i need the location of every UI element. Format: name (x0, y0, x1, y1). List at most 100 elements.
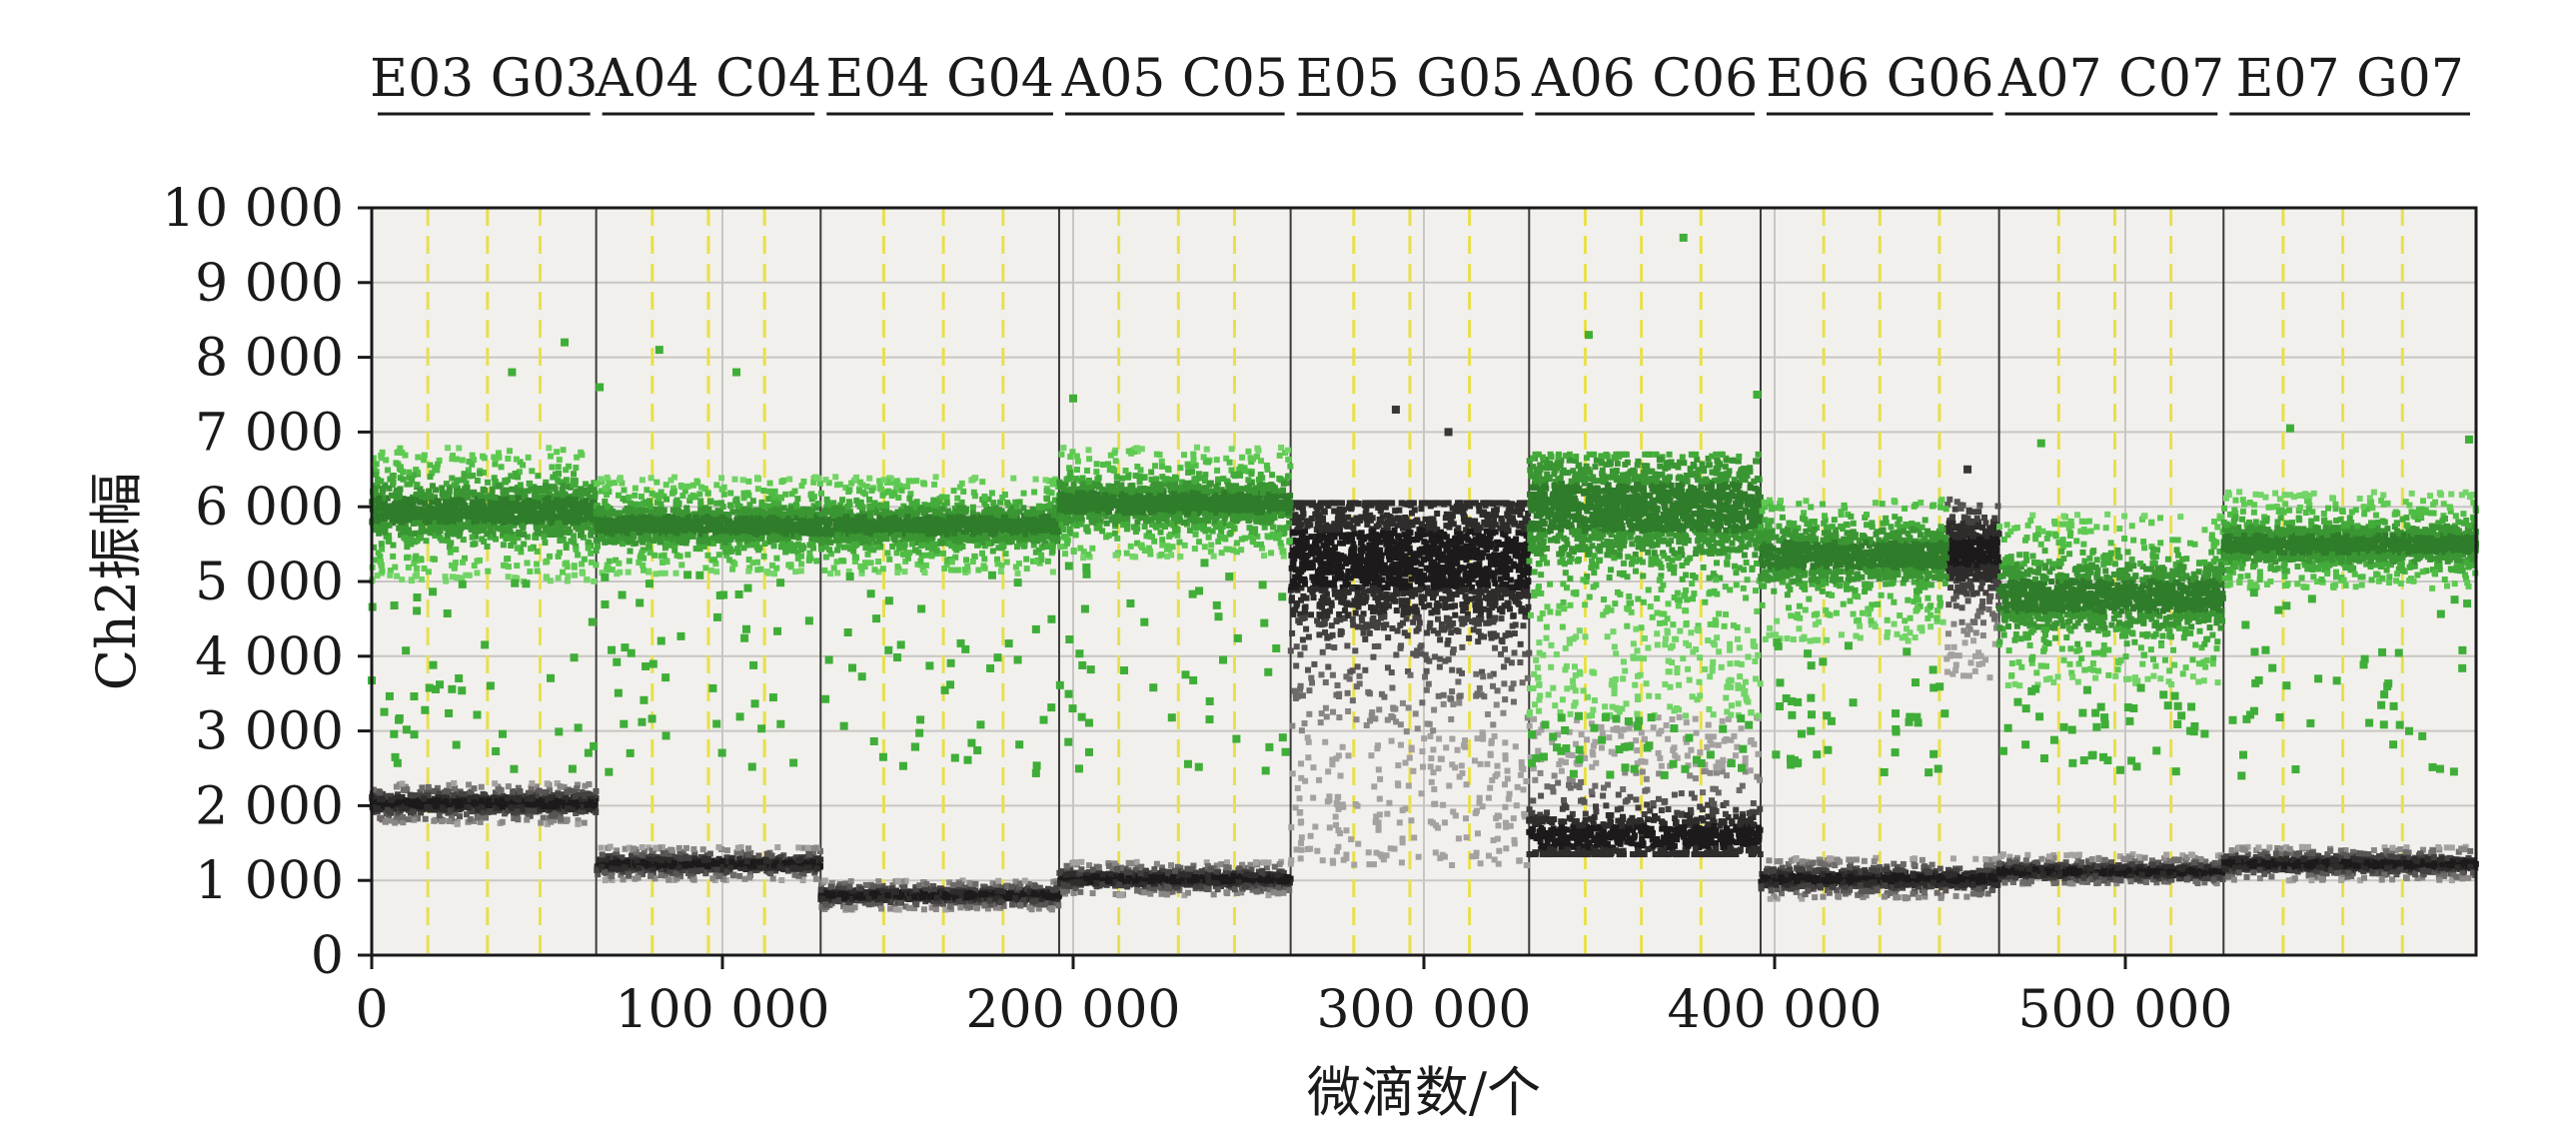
negative-droplet (1223, 864, 1229, 870)
negative-droplet (877, 895, 883, 901)
negative-droplet (931, 887, 937, 893)
negative-droplet (1096, 864, 1102, 870)
negative-droplet (1400, 700, 1406, 706)
negative-droplet (582, 820, 588, 826)
negative-droplet (1077, 880, 1083, 886)
negative-droplet (377, 796, 383, 802)
negative-droplet (736, 873, 742, 879)
negative-droplet (1033, 892, 1039, 898)
negative-droplet (974, 905, 980, 911)
negative-droplet (1377, 540, 1383, 546)
negative-droplet (564, 789, 570, 795)
negative-droplet (828, 884, 834, 890)
negative-droplet (972, 881, 978, 887)
negative-droplet (1496, 822, 1502, 828)
negative-droplet (468, 816, 474, 822)
negative-droplet (1116, 882, 1122, 888)
negative-droplet (875, 878, 881, 884)
negative-droplet (968, 904, 974, 910)
negative-droplet (1449, 736, 1455, 742)
negative-droplet (1077, 889, 1083, 895)
negative-droplet (1179, 871, 1185, 877)
negative-droplet (1386, 800, 1392, 806)
negative-droplet (1436, 735, 1442, 741)
negative-droplet (810, 859, 816, 865)
negative-droplet (1286, 887, 1292, 893)
negative-droplet (1254, 888, 1260, 894)
negative-droplet (1253, 859, 1259, 865)
negative-droplet (1032, 883, 1038, 889)
negative-droplet (1424, 687, 1430, 693)
negative-droplet (964, 891, 970, 897)
negative-droplet (829, 891, 835, 897)
negative-droplet (805, 845, 811, 851)
negative-droplet (1411, 834, 1417, 840)
negative-droplet (1199, 868, 1205, 874)
negative-droplet (1243, 871, 1249, 877)
negative-droplet (1395, 762, 1401, 768)
negative-droplet (1428, 755, 1434, 761)
negative-droplet (898, 892, 904, 898)
negative-droplet (668, 863, 674, 869)
negative-droplet (565, 805, 571, 811)
negative-droplet (609, 865, 615, 871)
negative-droplet (1289, 723, 1295, 729)
negative-droplet (813, 865, 819, 871)
negative-droplet (822, 877, 828, 883)
negative-droplet (1280, 890, 1286, 896)
negative-droplet (1066, 871, 1072, 877)
negative-droplet (1061, 881, 1067, 887)
negative-droplet (621, 876, 627, 882)
negative-droplet (555, 791, 561, 797)
negative-droplet (1455, 747, 1461, 753)
negative-droplet (1208, 866, 1214, 872)
negative-droplet (812, 845, 818, 851)
negative-droplet (1303, 626, 1309, 632)
negative-droplet (573, 801, 579, 807)
negative-droplet (1184, 866, 1190, 872)
negative-droplet (1308, 833, 1314, 839)
negative-droplet (1056, 870, 1062, 876)
negative-droplet (1305, 754, 1311, 760)
negative-droplet (1118, 873, 1124, 879)
negative-droplet (1410, 768, 1416, 774)
negative-droplet (1224, 890, 1230, 896)
negative-droplet (447, 818, 453, 824)
negative-droplet (1350, 697, 1356, 703)
negative-droplet (998, 899, 1004, 905)
negative-droplet (455, 821, 461, 827)
negative-droplet (1486, 795, 1492, 801)
negative-droplet (640, 844, 645, 850)
negative-droplet (631, 845, 637, 851)
negative-droplet (1100, 871, 1106, 877)
negative-droplet (1496, 861, 1502, 867)
negative-droplet (997, 888, 1003, 894)
negative-droplet (466, 781, 472, 787)
negative-droplet (1431, 786, 1437, 792)
negative-droplet (1501, 663, 1507, 669)
negative-droplet (437, 813, 443, 819)
negative-droplet (1511, 815, 1517, 821)
negative-droplet (705, 863, 711, 869)
negative-droplet (769, 852, 775, 858)
negative-droplet (431, 818, 437, 824)
negative-droplet (529, 796, 535, 802)
negative-droplet (713, 867, 719, 873)
negative-droplet (897, 900, 903, 906)
negative-droplet (652, 845, 658, 851)
negative-droplet (767, 870, 773, 876)
negative-droplet (1327, 824, 1333, 830)
negative-droplet (774, 844, 780, 850)
negative-droplet (1302, 605, 1308, 611)
negative-droplet (1430, 746, 1436, 752)
negative-droplet (1099, 881, 1105, 887)
negative-droplet (1311, 594, 1317, 600)
negative-droplet (1428, 763, 1434, 769)
negative-droplet (934, 895, 940, 901)
negative-droplet (857, 886, 863, 892)
negative-droplet (1288, 857, 1294, 863)
negative-droplet (1298, 840, 1304, 846)
negative-droplet (916, 882, 922, 888)
negative-droplet (1265, 859, 1271, 865)
negative-droplet (1257, 877, 1263, 883)
